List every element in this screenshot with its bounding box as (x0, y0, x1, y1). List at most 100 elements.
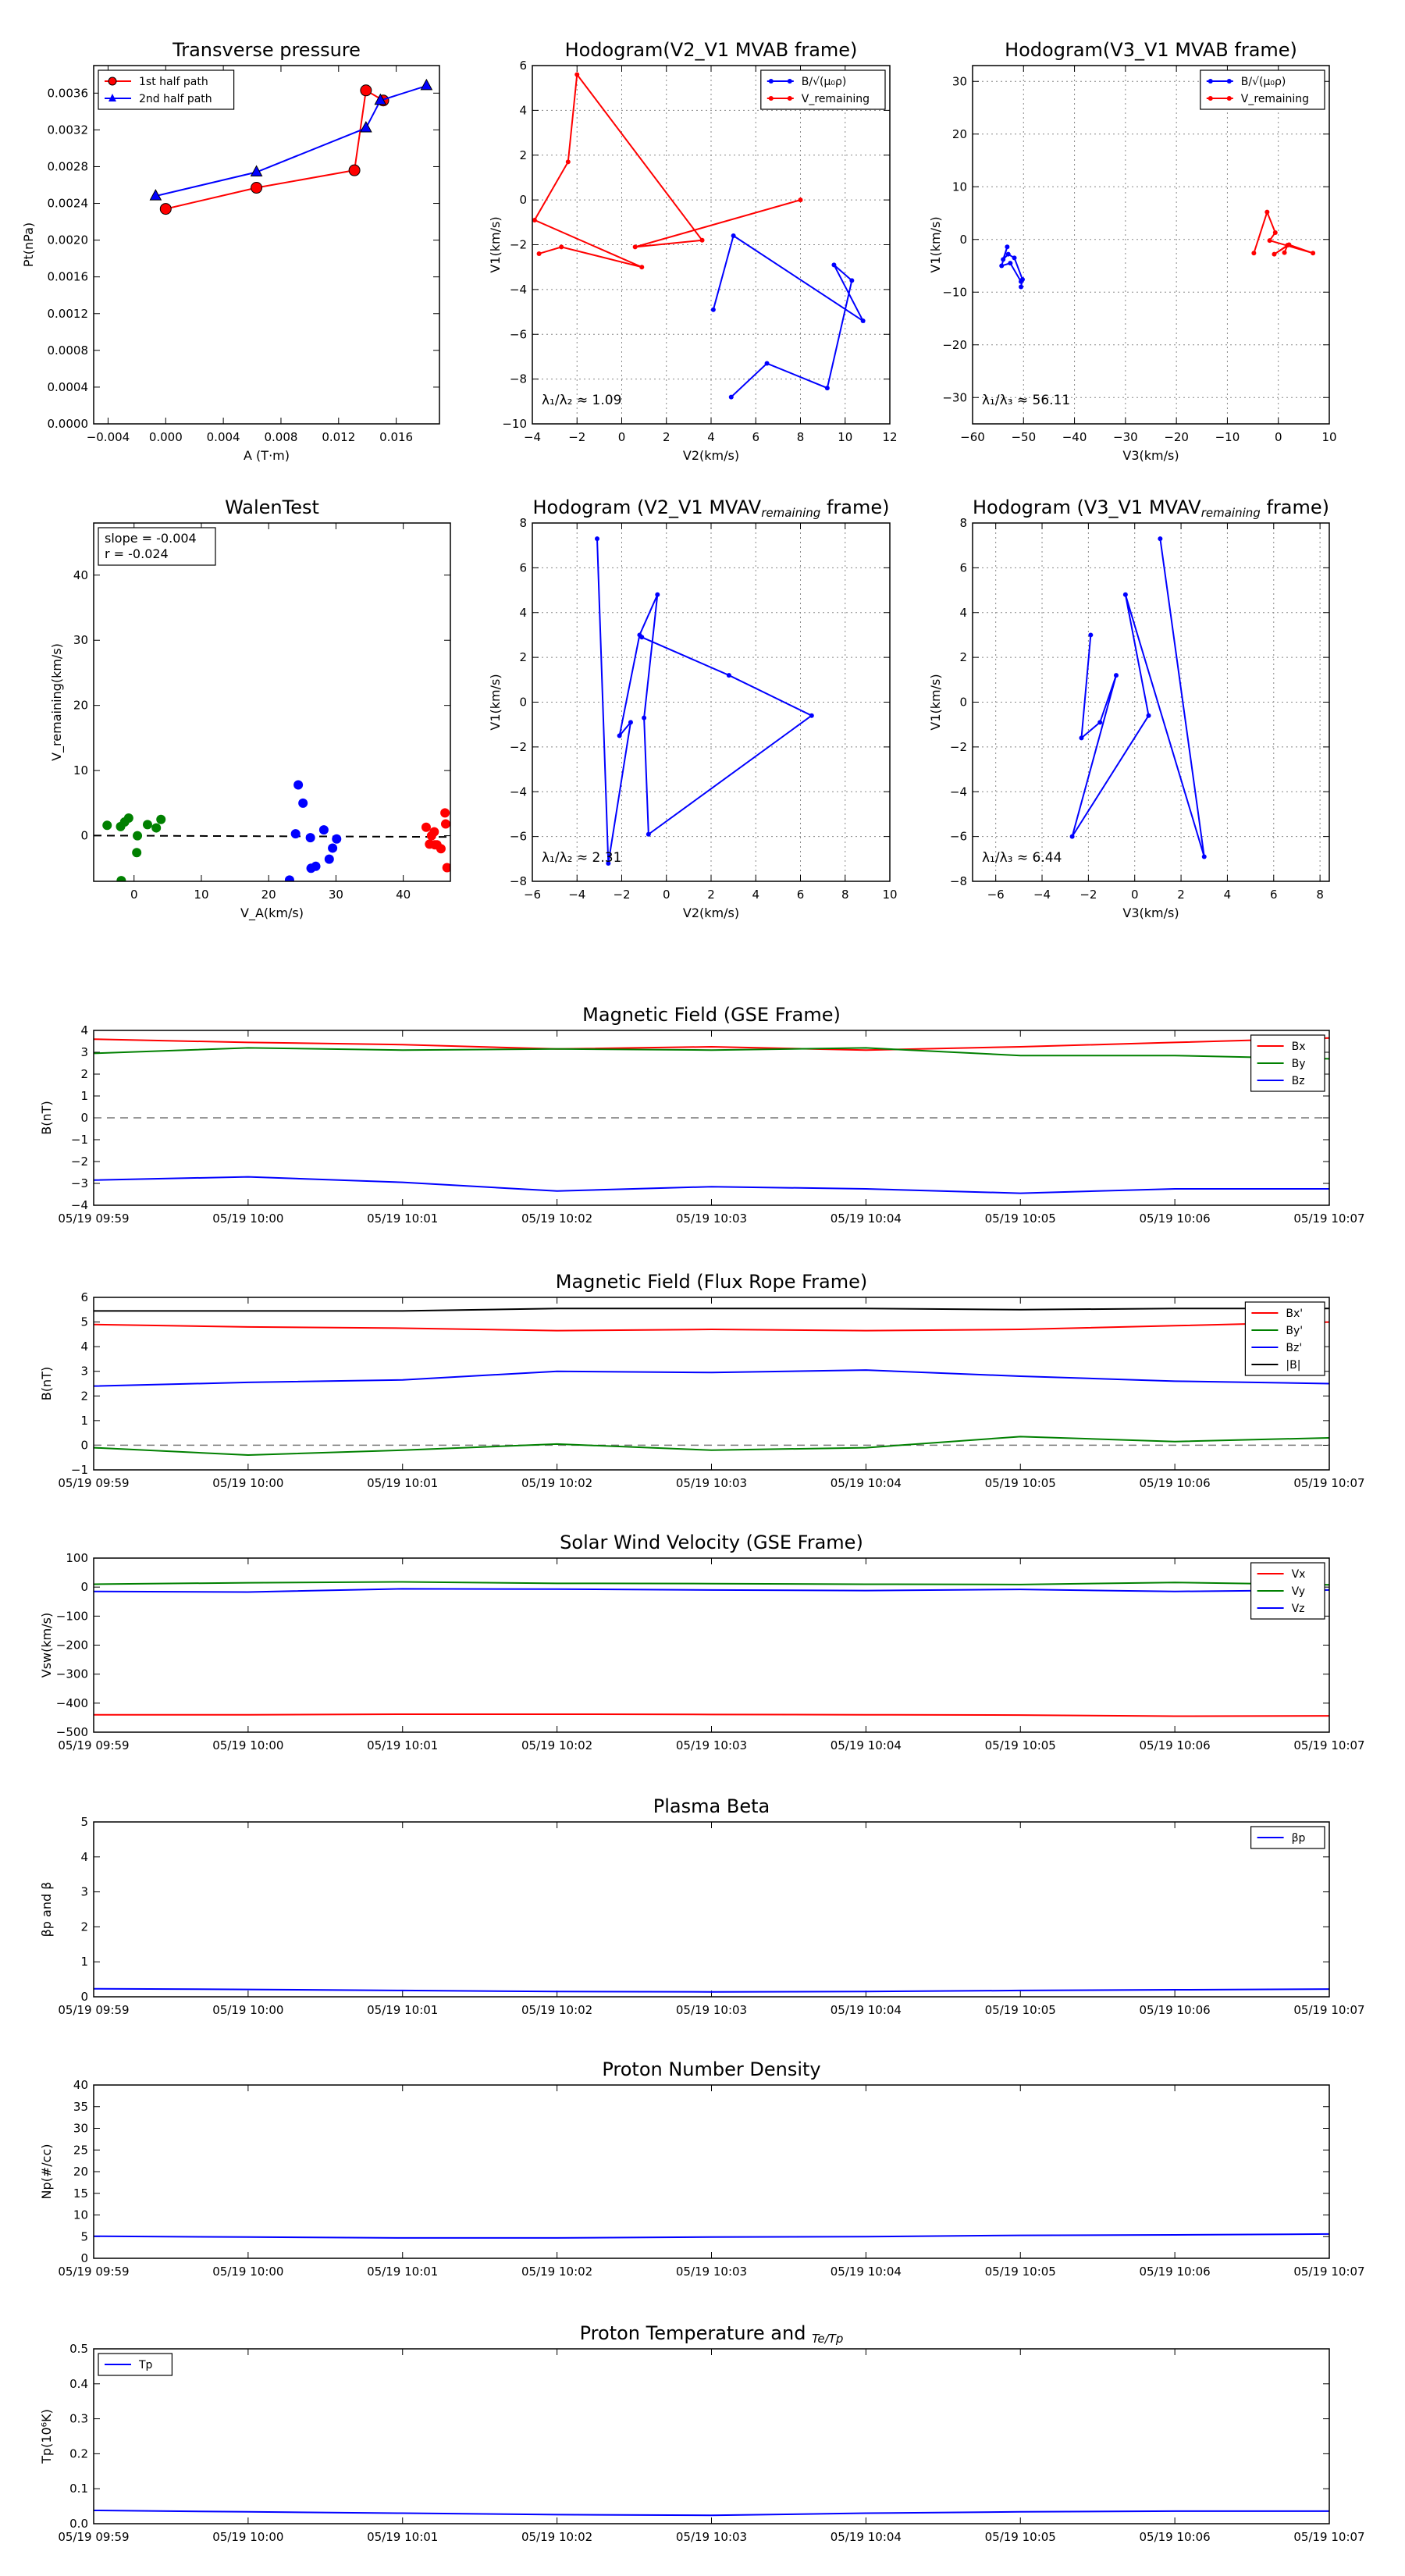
x-tick-label: 05/19 10:01 (367, 2530, 438, 2544)
x-tick-label: 05/19 10:05 (985, 2265, 1056, 2279)
x-tick-label: 12 (882, 430, 897, 444)
x-tick-label: −4 (524, 430, 541, 444)
x-tick-label: 05/19 09:59 (58, 2003, 129, 2017)
y-tick-label: −8 (510, 874, 527, 888)
plot-area (94, 1037, 1329, 1194)
data-point (1088, 632, 1094, 638)
y-tick-label: −300 (56, 1667, 88, 1681)
data-point (142, 820, 152, 830)
y-tick-label: 100 (66, 1551, 88, 1565)
y-tick-label: −4 (71, 1198, 88, 1212)
data-point (156, 814, 166, 824)
series-line-B/√(μ₀ρ) (712, 234, 866, 398)
data-point (1201, 854, 1207, 859)
data-point (1113, 673, 1119, 678)
data-point (628, 720, 633, 725)
y-tick-label: 0.1 (69, 2482, 88, 2496)
y-tick-label: 2 (80, 1920, 88, 1934)
y-tick-label: 35 (73, 2100, 88, 2114)
x-tick-label: 05/19 10:03 (676, 1738, 747, 1752)
y-tick-label: 4 (80, 1340, 88, 1354)
x-tick-label: 05/19 10:00 (212, 1738, 283, 1752)
y-tick-label: 0.0008 (48, 343, 89, 358)
chart-bfr: Magnetic Field (Flux Rope Frame) 05/19 09… (39, 1271, 1365, 1490)
title-part: frame) (820, 496, 889, 518)
y-tick-label: 25 (73, 2143, 88, 2157)
data-point (1012, 255, 1017, 261)
y-axis-label: βp and β (39, 1882, 54, 1937)
annotation: λ₁/λ₃ ≈ 6.44 (982, 850, 1062, 866)
data-point (809, 713, 814, 718)
y-tick-label: 0 (80, 829, 88, 843)
chart-title: Solar Wind Velocity (GSE Frame) (560, 1532, 863, 1553)
y-tick-label: 1 (80, 1089, 88, 1103)
data-point (999, 263, 1005, 269)
y-tick-label: 0.0036 (48, 86, 89, 100)
plot-frame (532, 65, 891, 425)
data-point (440, 819, 450, 829)
x-tick-label: 10 (882, 888, 897, 902)
plot-area (102, 780, 450, 881)
data-point (318, 825, 329, 835)
y-tick-label: −200 (56, 1638, 88, 1653)
data-point (565, 159, 571, 165)
x-tick-label: 4 (1224, 888, 1232, 902)
y-tick-label: 6 (519, 560, 527, 575)
data-point (860, 318, 866, 324)
y-tick-label: 0.0 (69, 2517, 88, 2531)
data-point (574, 72, 580, 77)
plot-frame (93, 2084, 1330, 2259)
data-point (606, 861, 611, 866)
y-tick-label: 4 (80, 1023, 88, 1037)
legend-label: By (1292, 1058, 1306, 1070)
y-tick-label: 0.4 (69, 2377, 88, 2391)
x-tick-label: 20 (261, 888, 276, 902)
legend-label: B/√(μ₀ρ) (1241, 76, 1286, 88)
y-tick-label: −8 (510, 372, 527, 386)
x-tick-label: −20 (1164, 430, 1189, 444)
legend-label: Vx (1292, 1568, 1306, 1581)
data-point (123, 813, 133, 824)
annotation: λ₁/λ₂ ≈ 1.09 (542, 393, 621, 408)
y-tick-label: 8 (519, 516, 527, 530)
x-tick-label: −6 (524, 888, 541, 902)
data-point (429, 827, 439, 837)
data-point (1158, 536, 1163, 542)
legend-marker (787, 96, 792, 101)
x-tick-label: 05/19 10:07 (1293, 2530, 1364, 2544)
data-point (149, 189, 162, 201)
x-tick-label: 05/19 10:04 (831, 2530, 902, 2544)
data-point (328, 843, 338, 853)
plot-frame (93, 1297, 1330, 1471)
x-tick-label: 0 (1131, 888, 1139, 902)
x-tick-label: 10 (194, 888, 208, 902)
x-tick-label: 05/19 10:06 (1140, 2003, 1211, 2017)
legend-label: Vz (1292, 1603, 1305, 1615)
legend-marker (108, 94, 116, 101)
x-tick-label: 05/19 10:05 (985, 1476, 1056, 1490)
y-tick-label: −1 (71, 1133, 88, 1147)
y-tick-label: 8 (959, 516, 967, 530)
y-tick-label: −1 (71, 1463, 88, 1477)
chart-title: Hodogram (V3_V1 MVAVremaining frame) (973, 496, 1329, 520)
x-tick-label: 05/19 10:02 (521, 2265, 592, 2279)
data-point (1282, 250, 1287, 255)
data-point (639, 265, 645, 270)
title-sub: remaining (1201, 506, 1261, 520)
series-line-0 (596, 539, 813, 864)
data-point (1005, 251, 1011, 257)
y-tick-label: −2 (510, 238, 527, 252)
data-point (642, 715, 647, 720)
x-axis-label: A (T·m) (244, 448, 290, 463)
y-tick-label: −8 (950, 874, 967, 888)
y-tick-label: 0.2 (69, 2446, 88, 2460)
y-tick-label: 20 (73, 2165, 88, 2179)
plot-area (595, 536, 814, 866)
x-tick-label: 6 (1270, 888, 1278, 902)
x-tick-label: 05/19 10:02 (521, 2003, 592, 2017)
data-point (116, 876, 126, 881)
data-point (151, 823, 162, 833)
series-line-|B| (94, 1308, 1329, 1312)
y-tick-label: 1 (80, 1414, 88, 1428)
